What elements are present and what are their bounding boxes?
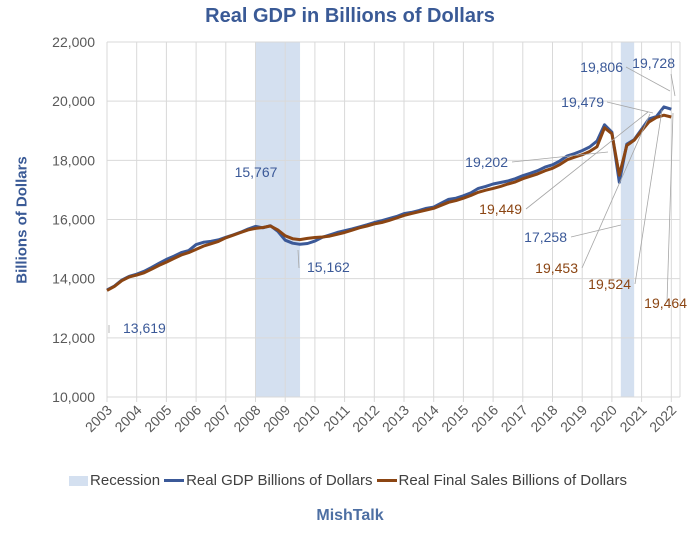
- x-tick-label: 2003: [82, 402, 115, 435]
- annotation-leader-line: [511, 151, 609, 163]
- legend: Recession Real GDP Billions of Dollars R…: [0, 472, 700, 489]
- x-tick-label: 2007: [201, 402, 234, 435]
- annotation-leader-line: [670, 73, 676, 97]
- x-tick-label: 2016: [468, 402, 501, 435]
- data-label: 15,767: [235, 164, 278, 180]
- x-tick-label: 2013: [379, 402, 412, 435]
- x-tick-label: 2018: [527, 402, 560, 435]
- legend-item-recession: Recession: [69, 472, 160, 489]
- y-tick-label: 18,000: [52, 152, 95, 168]
- legend-swatch-recession: [69, 475, 89, 486]
- chart-title: Real GDP in Billions of Dollars: [205, 5, 495, 27]
- legend-label-recession: Recession: [90, 472, 161, 489]
- annotation-leader-line: [581, 113, 651, 269]
- annotation-leader-line: [666, 112, 674, 303]
- data-label: 19,464: [644, 295, 687, 311]
- data-label: 19,806: [580, 59, 623, 75]
- data-label: 19,524: [588, 276, 631, 292]
- x-tick-label: 2009: [260, 402, 293, 435]
- data-label: 19,728: [632, 55, 675, 71]
- legend-item-final-sales: Real Final Sales Billions of Dollars: [376, 472, 627, 489]
- x-tick-label: 2015: [438, 402, 471, 435]
- x-tick-label: 2012: [349, 402, 382, 435]
- legend-label-final-sales: Real Final Sales Billions of Dollars: [398, 472, 627, 489]
- annotation-leader-line: [634, 109, 663, 285]
- y-tick-label: 20,000: [52, 93, 95, 109]
- data-label: 15,162: [307, 259, 350, 275]
- legend-item-gdp: Real GDP Billions of Dollars: [164, 472, 373, 489]
- x-tick-label: 2008: [230, 402, 263, 435]
- y-tick-label: 10,000: [52, 389, 95, 405]
- y-tick-label: 14,000: [52, 271, 95, 287]
- x-tick-label: 2004: [111, 402, 144, 435]
- legend-label-gdp: Real GDP Billions of Dollars: [186, 472, 373, 489]
- annotation-leader-line: [525, 111, 649, 210]
- x-tick-label: 2019: [557, 402, 590, 435]
- series-line-gdp: [106, 105, 672, 292]
- y-tick-label: 12,000: [52, 330, 95, 346]
- data-label: 19,453: [535, 260, 578, 276]
- x-tick-label: 2014: [408, 402, 441, 435]
- source-footer: MishTalk: [316, 507, 384, 524]
- data-label: 19,449: [479, 201, 522, 217]
- data-label: 19,202: [465, 154, 508, 170]
- annotation-leader-line: [570, 224, 622, 238]
- data-label: 19,479: [561, 94, 604, 110]
- chart-plot: 10,000 12,000 14,000 16,000 18,000 20,000 22,0…: [52, 34, 687, 435]
- x-tick-label: 2010: [290, 402, 323, 435]
- legend-swatch-final-sales: [376, 479, 397, 482]
- data-label: 13,619: [123, 320, 166, 336]
- annotation-leader-line: [606, 101, 654, 114]
- annotation-leader-line: [625, 66, 671, 92]
- x-tick-label: 2022: [646, 402, 679, 435]
- series-line-final-sales: [106, 113, 672, 292]
- data-label: 17,258: [524, 229, 567, 245]
- annotation-leader-line: [297, 249, 300, 269]
- y-tick-label: 16,000: [52, 212, 95, 228]
- legend-swatch-gdp: [164, 479, 185, 482]
- x-tick-label: 2020: [587, 402, 620, 435]
- x-tick-label: 2017: [498, 402, 531, 435]
- x-tick-label: 2006: [171, 402, 204, 435]
- x-tick-label: 2005: [141, 402, 174, 435]
- y-tick-label: 22,000: [52, 34, 95, 50]
- x-tick-label: 2021: [616, 402, 649, 435]
- x-tick-label: 2011: [320, 402, 353, 435]
